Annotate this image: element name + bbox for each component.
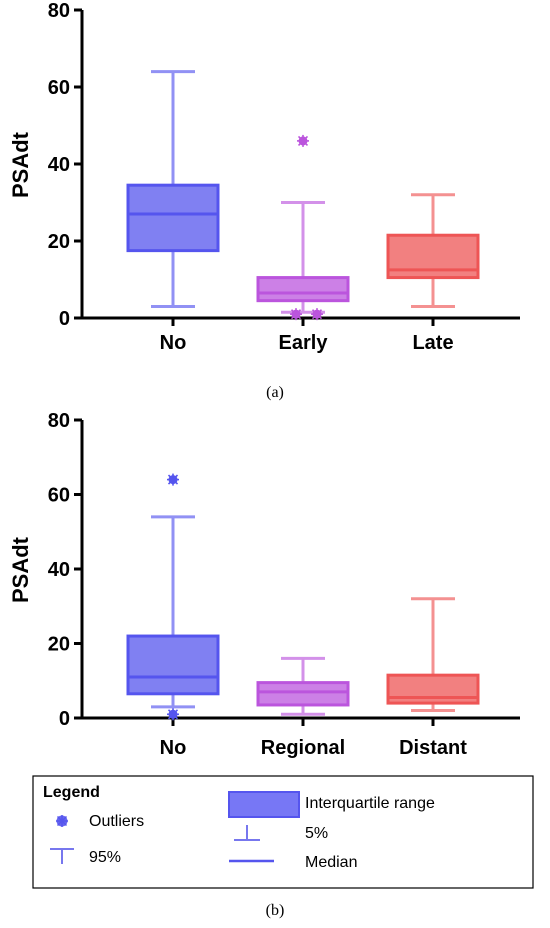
y-tick-label: 20 xyxy=(48,634,70,656)
box-no xyxy=(126,70,220,308)
iqr-box xyxy=(126,634,220,696)
x-tick-label: Distant xyxy=(399,737,467,759)
y-tick-label: 60 xyxy=(48,77,70,99)
box-distant xyxy=(386,597,480,713)
legend-outliers-label: Outliers xyxy=(89,813,144,830)
legend-median-entry: Median xyxy=(229,854,357,871)
x-tick-label: No xyxy=(160,737,187,759)
y-tick-label: 80 xyxy=(48,0,70,22)
outlier-point xyxy=(290,308,302,321)
iqr-box xyxy=(256,276,350,303)
box-no xyxy=(126,473,220,721)
y-tick-label: 40 xyxy=(48,559,70,581)
x-ticks: No Early Late xyxy=(160,318,454,354)
chart-panel-b: PSAdt 0 20 40 60 80 No Regional Distant xyxy=(8,410,520,759)
panel-caption: (b) xyxy=(266,902,285,919)
outlier-icon xyxy=(56,815,68,827)
y-tick-label: 0 xyxy=(59,708,70,730)
y-axis-label: PSAdt xyxy=(8,131,33,198)
y-axis-label: PSAdt xyxy=(8,536,33,603)
legend-p95-entry: 95% xyxy=(50,848,121,866)
y-tick-label: 0 xyxy=(59,308,70,330)
whisker-bottom-icon xyxy=(234,825,260,841)
x-tick-label: Early xyxy=(279,332,329,354)
legend-iqr-label: Interquartile range xyxy=(305,795,435,812)
x-tick-label: Regional xyxy=(261,737,345,759)
boxes xyxy=(126,70,480,321)
legend-iqr-entry: Interquartile range xyxy=(228,791,435,818)
x-tick-label: Late xyxy=(412,332,453,354)
y-tick-label: 60 xyxy=(48,485,70,507)
outlier-point xyxy=(297,134,309,147)
legend-outlier-entry: Outliers xyxy=(56,813,144,830)
x-tick-label: No xyxy=(160,332,187,354)
outlier-point xyxy=(167,708,179,721)
y-tick-label: 40 xyxy=(48,154,70,176)
y-tick-label: 20 xyxy=(48,231,70,253)
y-ticks: 0 20 40 60 80 xyxy=(48,410,82,730)
x-ticks: No Regional Distant xyxy=(160,718,467,759)
panel-caption: (a) xyxy=(266,384,284,401)
legend-p95-label: 95% xyxy=(89,849,121,866)
iqr-box xyxy=(256,681,350,707)
legend-p5-entry: 5% xyxy=(234,825,328,842)
legend-p5-label: 5% xyxy=(305,825,328,842)
boxes xyxy=(126,473,480,721)
legend: Legend Outliers 95% Interquartile range xyxy=(32,775,534,889)
outlier-point xyxy=(167,473,179,486)
legend-median-label: Median xyxy=(305,854,357,871)
box-late xyxy=(386,193,480,308)
iqr-box xyxy=(126,183,220,253)
whisker-top-icon xyxy=(50,848,74,864)
outlier-point xyxy=(311,308,323,321)
legend-title: Legend xyxy=(43,784,100,801)
box-early xyxy=(256,134,350,321)
y-ticks: 0 20 40 60 80 xyxy=(48,0,82,330)
chart-panel-a: PSAdt 0 20 40 60 80 No Early Late (a) xyxy=(8,0,520,401)
iqr-box-icon xyxy=(228,791,300,818)
y-tick-label: 80 xyxy=(48,410,70,432)
box-regional xyxy=(256,656,350,716)
